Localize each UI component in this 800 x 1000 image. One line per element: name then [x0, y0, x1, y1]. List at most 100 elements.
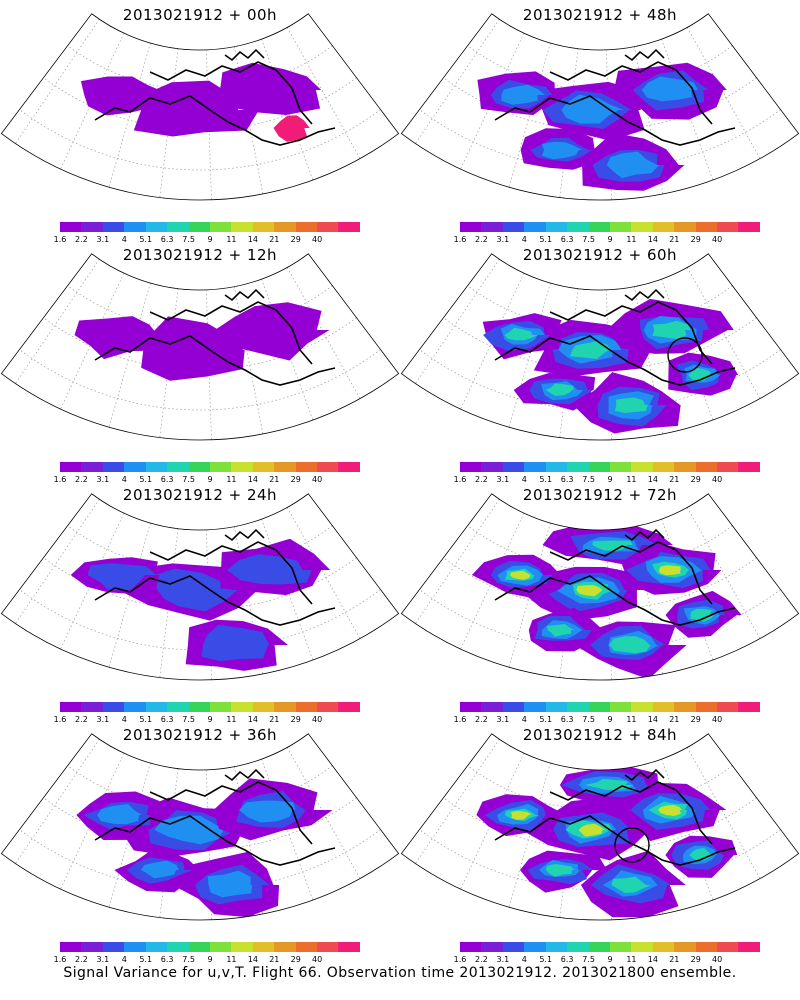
colorbar-tick-label: 3.1 — [496, 955, 510, 964]
colorbar-tick-label: 11 — [226, 235, 237, 244]
colorbar-swatch — [502, 222, 525, 232]
coastline-path — [494, 95, 736, 146]
colorbar-ticks: 1.6 2.2 3.1 4 5.1 6.3 7.5 9 11 14 21 29 40 — [54, 715, 360, 725]
map-panel: 2013021912 + 36h 1.6 2.2 3.1 4 5.1 6.3 7.5 9 11 14… — [0, 720, 400, 964]
colorbar-swatch — [252, 462, 275, 472]
colorbar-swatch — [60, 462, 82, 472]
map-boundary — [0, 733, 400, 921]
panel-title: 2013021912 + 48h — [522, 6, 678, 24]
target-circle — [614, 827, 650, 863]
longitude-line — [508, 762, 551, 908]
colorbar-swatch — [231, 702, 253, 712]
colorbar-tick-label: 21 — [269, 715, 280, 724]
colorbar-swatch — [167, 942, 189, 952]
map-boundary — [400, 493, 800, 681]
map-panel: 2013021912 + 12h 1.6 2.2 3.1 4 5.1 6.3 7.5 9 11 14… — [0, 240, 400, 484]
panel-title: 2013021912 + 36h — [122, 726, 278, 744]
target-circle — [667, 337, 703, 373]
colorbar-tick-label: 6.3 — [560, 715, 574, 724]
coastline-path — [149, 541, 313, 605]
longitude-line — [661, 519, 714, 661]
latitude-line — [67, 525, 333, 571]
colorbar-tick-label: 40 — [712, 235, 723, 244]
colorbar-tick-label: 5.1 — [539, 235, 553, 244]
longitude-line — [686, 267, 761, 399]
colorbar-swatch — [209, 222, 232, 232]
polar-map — [400, 493, 800, 681]
colorbar-swatch — [145, 222, 168, 232]
colorbar-tick-label: 2.2 — [475, 955, 488, 964]
colorbar-tick-label: 7.5 — [182, 475, 195, 484]
longitude-line — [460, 32, 525, 170]
colorbar-swatch — [338, 462, 360, 472]
colorbar-swatch — [631, 462, 653, 472]
variance-field — [74, 302, 330, 381]
colorbar-tick-label: 4 — [121, 235, 127, 244]
variance-contour — [220, 62, 322, 115]
colorbar — [60, 942, 360, 952]
variance-contour — [569, 341, 612, 359]
colorbar-swatch — [167, 222, 189, 232]
colorbar-swatch — [567, 702, 589, 712]
panel-title: 2013021912 + 00h — [122, 6, 278, 24]
colorbar-swatch — [695, 702, 718, 712]
map-boundary — [400, 253, 800, 441]
longitude-line — [686, 27, 761, 159]
colorbar-tick-label: 1.6 — [453, 235, 467, 244]
coastline-path — [494, 335, 736, 386]
colorbar-swatch — [252, 222, 275, 232]
colorbar-tick-label: 9 — [607, 715, 613, 724]
colorbar-swatch — [609, 462, 632, 472]
variance-field — [471, 522, 742, 680]
colorbar-swatch — [338, 702, 360, 712]
longitude-line — [15, 499, 100, 624]
longitude-line — [415, 19, 500, 144]
variance-contour — [658, 804, 682, 816]
latitude-line — [467, 525, 733, 571]
variance-contour — [609, 636, 651, 654]
variance-contour — [141, 860, 179, 879]
polar-map — [0, 13, 400, 201]
colorbar-tick-label: 9 — [207, 235, 213, 244]
colorbar-tick-label: 6.3 — [160, 475, 174, 484]
longitude-line — [415, 499, 500, 624]
colorbar-swatch — [295, 702, 318, 712]
coastline-path — [94, 815, 336, 866]
colorbar-tick-label: 21 — [269, 955, 280, 964]
colorbar-swatch — [717, 222, 739, 232]
colorbar — [60, 222, 360, 232]
variance-contour — [150, 568, 238, 612]
colorbar-tick-label: 4 — [121, 715, 127, 724]
latitude-line — [443, 797, 757, 851]
colorbar-swatch — [209, 942, 232, 952]
colorbar-tick-label: 6.3 — [160, 235, 174, 244]
colorbar-swatch — [145, 462, 168, 472]
colorbar-tick-label: 4 — [521, 235, 527, 244]
map-panel: 2013021912 + 24h 1.6 2.2 3.1 4 5.1 6.3 7.5 9 11 14… — [0, 480, 400, 724]
latitude-line — [443, 557, 757, 611]
colorbar-swatch — [674, 222, 696, 232]
colorbar-swatch — [338, 942, 360, 952]
colorbar-tick-label: 1.6 — [453, 955, 467, 964]
colorbar-swatch — [545, 942, 568, 952]
longitude-line — [261, 39, 314, 181]
coastline-path — [224, 768, 265, 782]
colorbar-swatch — [738, 702, 760, 712]
colorbar-swatch — [567, 222, 589, 232]
colorbar-tick-label: 6.3 — [560, 475, 574, 484]
colorbar-tick-label: 2.2 — [75, 235, 88, 244]
colorbar-tick-label: 11 — [626, 235, 637, 244]
panel-title: 2013021912 + 72h — [522, 486, 678, 504]
latitude-line — [19, 349, 381, 411]
colorbar-swatch — [545, 462, 568, 472]
colorbar-tick-label: 4 — [521, 955, 527, 964]
colorbar-ticks: 1.6 2.2 3.1 4 5.1 6.3 7.5 9 11 14 21 29 40 — [54, 955, 360, 965]
longitude-line — [108, 42, 151, 188]
coastline-path — [494, 815, 736, 866]
colorbar-swatch — [81, 702, 103, 712]
map-boundary — [0, 253, 400, 441]
polar-map — [400, 253, 800, 441]
variance-contour — [541, 141, 583, 160]
colorbar-swatch — [460, 462, 482, 472]
colorbar-swatch — [209, 462, 232, 472]
